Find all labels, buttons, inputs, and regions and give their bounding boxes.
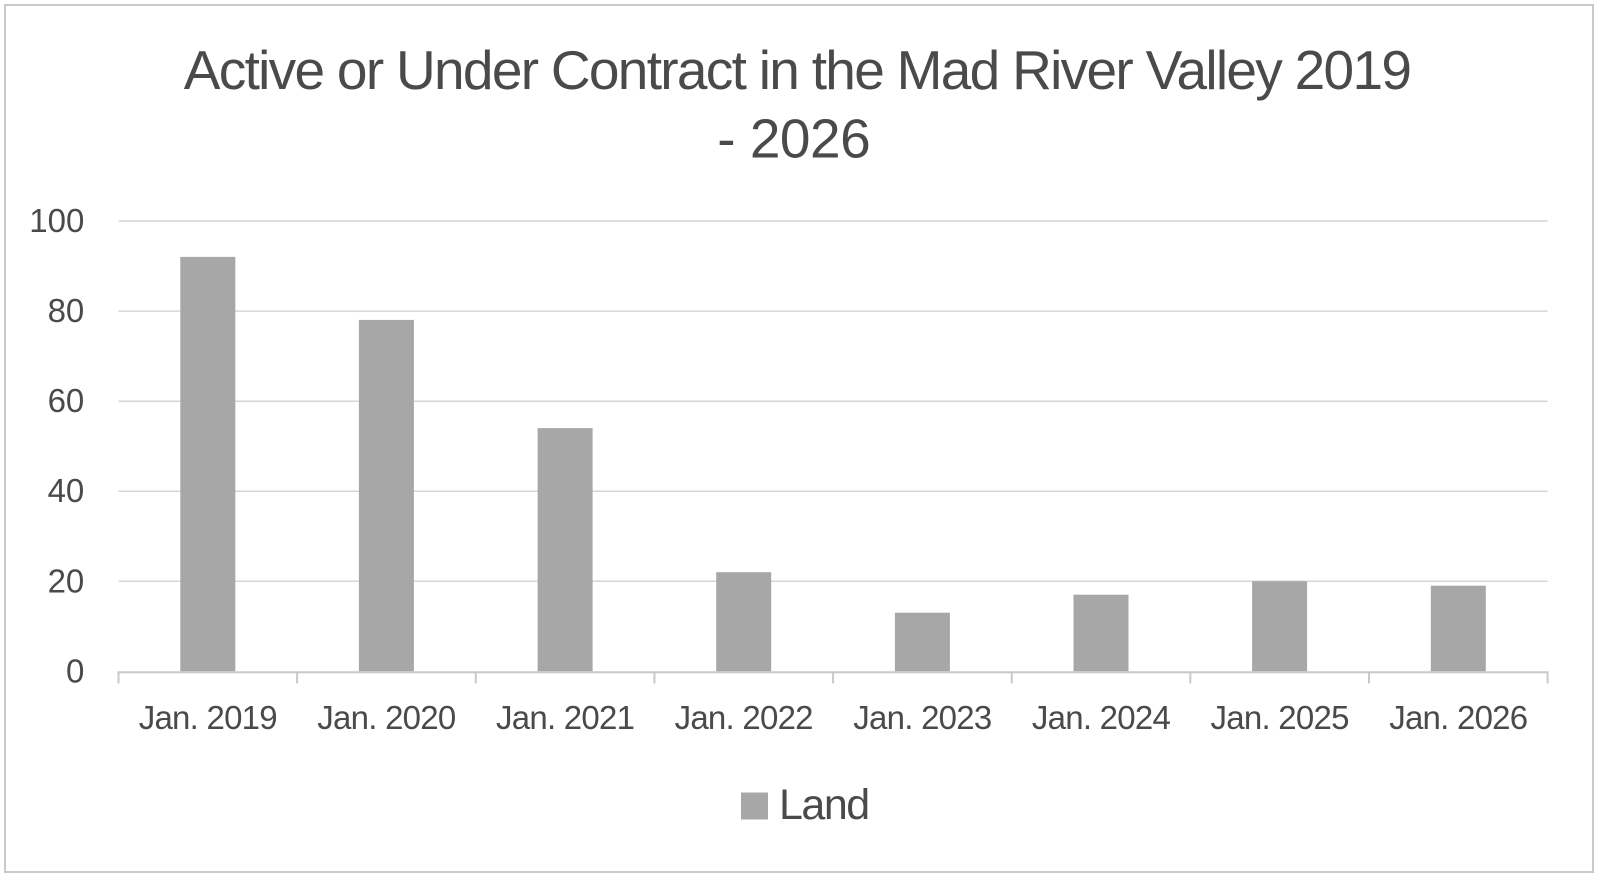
svg-text:Jan. 2019: Jan. 2019	[139, 699, 277, 736]
svg-text:40: 40	[48, 472, 85, 509]
svg-text:20: 20	[48, 562, 85, 599]
svg-text:60: 60	[48, 382, 85, 419]
svg-text:- 2026: - 2026	[717, 107, 870, 169]
svg-text:Jan. 2020: Jan. 2020	[317, 699, 456, 736]
svg-text:Jan. 2026: Jan. 2026	[1389, 699, 1527, 736]
svg-text:80: 80	[48, 292, 85, 329]
svg-text:Land: Land	[779, 781, 869, 829]
svg-text:Jan. 2025: Jan. 2025	[1210, 699, 1348, 736]
svg-text:Jan. 2024: Jan. 2024	[1032, 699, 1171, 736]
svg-text:100: 100	[29, 202, 84, 239]
svg-text:0: 0	[66, 652, 84, 689]
svg-text:Active or Under Contract in th: Active or Under Contract in the Mad Rive…	[184, 39, 1410, 101]
svg-text:Jan. 2023: Jan. 2023	[853, 699, 991, 736]
svg-text:Jan. 2022: Jan. 2022	[675, 699, 813, 736]
svg-text:Jan. 2021: Jan. 2021	[496, 699, 634, 736]
